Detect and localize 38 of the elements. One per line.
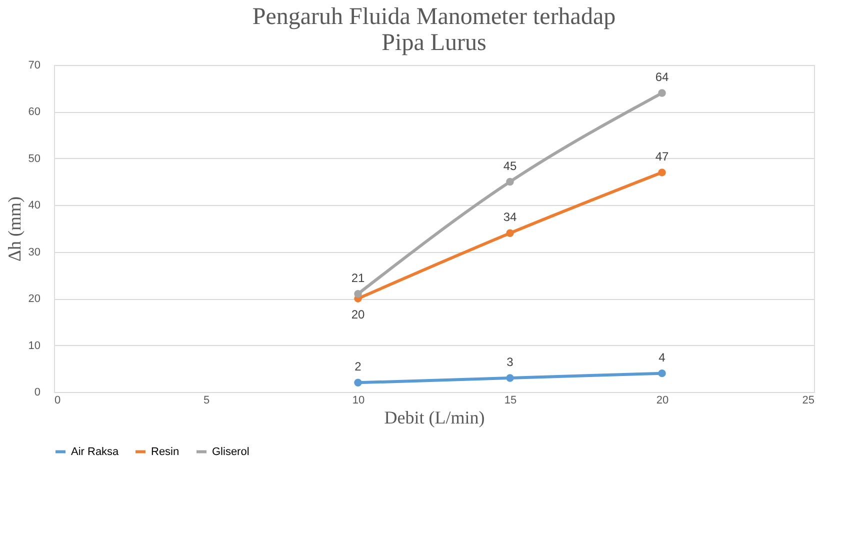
data-label: 34 — [503, 210, 517, 224]
data-label: 45 — [503, 158, 517, 173]
point — [658, 89, 666, 97]
data-label: 4 — [658, 350, 666, 364]
x-tick-label: 0 — [54, 394, 61, 406]
data-label: 64 — [655, 70, 669, 84]
x-tick-label: 20 — [656, 394, 669, 406]
data-label: 2 — [354, 360, 362, 374]
y-tick-label: 0 — [34, 386, 40, 398]
point — [658, 168, 666, 176]
point — [354, 378, 362, 387]
y-tick-label: 70 — [28, 60, 40, 72]
data-label: 3 — [506, 354, 514, 369]
legend-label: Air Raksa — [71, 446, 120, 458]
x-tick-label: 15 — [504, 394, 517, 406]
y-tick-label: 50 — [28, 152, 40, 165]
data-label: 21 — [351, 270, 365, 285]
legend-label: Resin — [151, 446, 180, 458]
text: Pengaruh Fluida Manometer terhadap — [252, 4, 616, 30]
text: Pipa Lurus — [382, 30, 486, 56]
x-tick-label: 5 — [203, 394, 210, 406]
y-axis-title: Δh (mm) — [4, 196, 24, 262]
y-tick-label: 40 — [28, 200, 40, 212]
point — [506, 178, 514, 186]
x-axis-title: Debit (L/min) — [384, 408, 485, 428]
y-tick-label: 30 — [28, 246, 40, 258]
point — [354, 290, 362, 298]
y-tick-label: 60 — [28, 106, 40, 118]
data-label: 47 — [655, 149, 669, 164]
y-tick-label: 10 — [28, 340, 40, 352]
x-tick-label: 25 — [802, 394, 814, 406]
y-tick-label: 20 — [28, 293, 40, 306]
point — [658, 369, 666, 378]
point — [506, 374, 514, 382]
data-label: 20 — [351, 308, 365, 322]
legend-label: Gliserol — [212, 446, 250, 458]
x-tick-label: 10 — [352, 394, 365, 406]
point — [506, 229, 514, 238]
